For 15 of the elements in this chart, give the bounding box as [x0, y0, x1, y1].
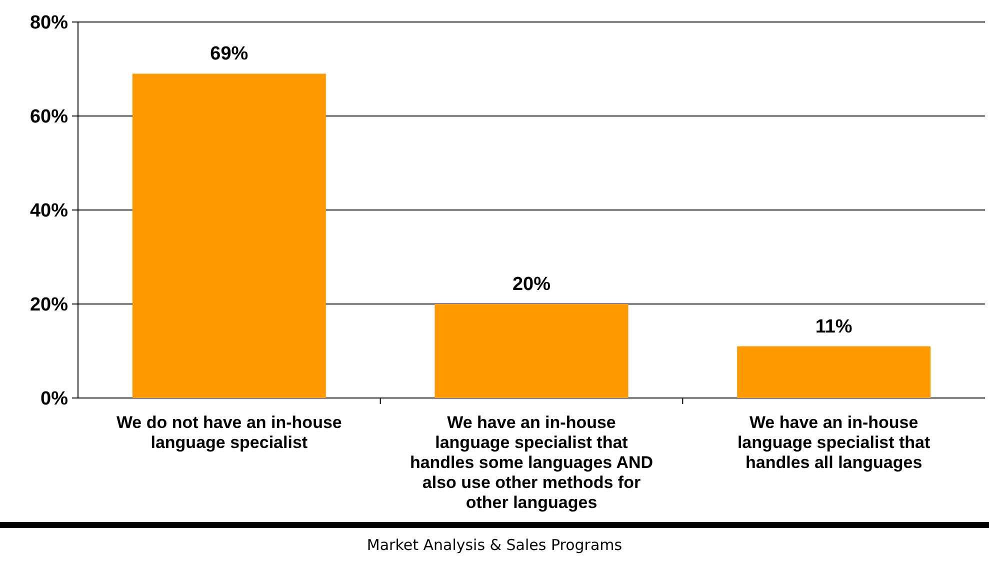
data-label: 20% — [512, 274, 551, 295]
x-tick-label: We have an in-house language specialist that handles all languages — [737, 413, 931, 472]
x-tick-label: We do not have an in-house language specialist — [116, 413, 342, 452]
data-label: 69% — [210, 44, 248, 65]
y-tick-label: 0% — [40, 388, 68, 410]
y-tick-label: 80% — [30, 12, 68, 34]
y-tick-label: 40% — [30, 200, 68, 222]
data-label: 11% — [815, 316, 852, 338]
bar — [132, 74, 326, 398]
y-tick-label: 60% — [30, 106, 68, 128]
bar — [737, 346, 931, 398]
bar — [434, 304, 628, 398]
text: Market Analysis & Sales Programs — [366, 536, 622, 554]
x-tick-label: We have an in-house language specialist that handles some languages AND also use other methods for other languages — [410, 413, 654, 512]
y-tick-label: 20% — [30, 294, 68, 316]
